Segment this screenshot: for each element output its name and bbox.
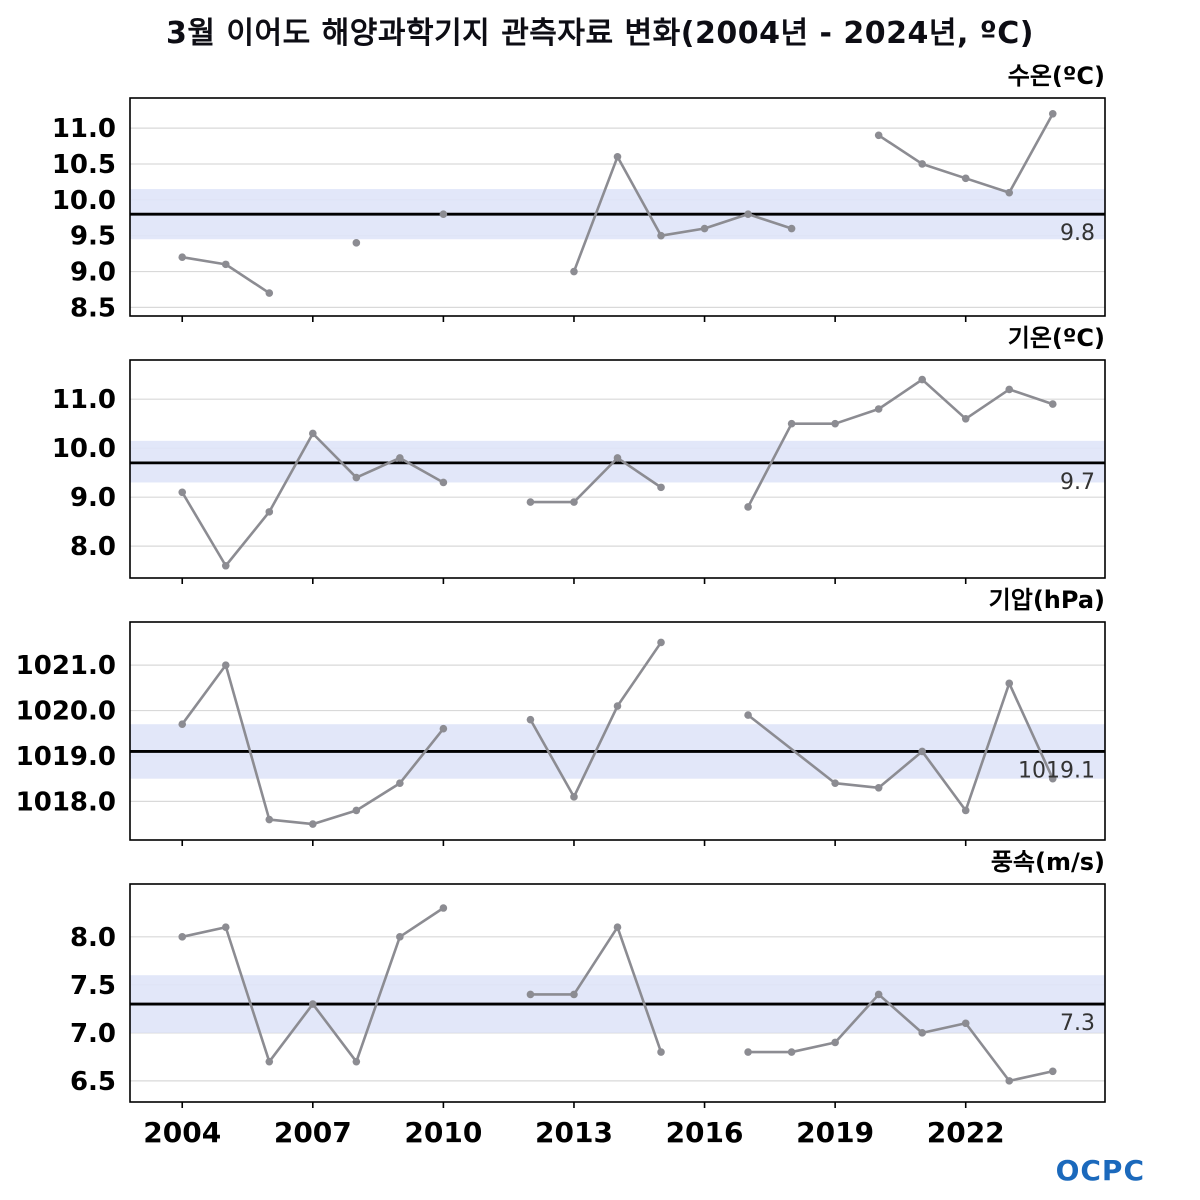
- svg-text:10.5: 10.5: [52, 150, 116, 180]
- panel-air-temp: 기온(ºC) 8.0 9.0 10.0 11.0 9.7: [0, 322, 1200, 584]
- svg-text:2010: 2010: [404, 1116, 482, 1149]
- panel-title-wind-speed: 풍속(m/s): [990, 848, 1105, 876]
- svg-text:9.0: 9.0: [70, 258, 116, 288]
- svg-text:2022: 2022: [927, 1116, 1005, 1149]
- panel-title-water-temp: 수온(ºC): [1007, 62, 1105, 90]
- svg-text:2019: 2019: [796, 1116, 874, 1149]
- svg-text:1021.0: 1021.0: [16, 651, 116, 681]
- ocpc-logo: OCPC: [1055, 1154, 1145, 1187]
- panel-title-pressure: 기압(hPa): [988, 586, 1105, 614]
- svg-text:11.0: 11.0: [52, 114, 116, 144]
- page-title: 3월 이어도 해양과학기지 관측자료 변화(2004년 - 2024년, ºC): [166, 16, 1034, 51]
- svg-text:7.5: 7.5: [70, 971, 116, 1001]
- svg-text:10.0: 10.0: [52, 434, 116, 464]
- svg-text:1018.0: 1018.0: [16, 787, 116, 817]
- svg-text:7.0: 7.0: [70, 1019, 116, 1049]
- svg-text:8.5: 8.5: [70, 293, 116, 322]
- svg-text:2007: 2007: [274, 1116, 352, 1149]
- svg-text:7.3: 7.3: [1060, 1011, 1095, 1036]
- air-temp-plot: 8.0 9.0 10.0 11.0 9.7: [52, 359, 1106, 584]
- panel-water-temp: 수온(ºC) 8.5 9.0 9.5 10.0 10.5 11.0 9.8: [0, 60, 1200, 322]
- panel-title-air-temp: 기온(ºC): [1007, 324, 1105, 352]
- svg-text:2016: 2016: [666, 1116, 744, 1149]
- svg-text:9.8: 9.8: [1060, 221, 1095, 246]
- water-temp-plot: 8.5 9.0 9.5 10.0 10.5 11.0 9.8: [52, 97, 1106, 322]
- x-axis-labels: 2004 2007 2010 2013 2016 2019 2022: [143, 1116, 1005, 1149]
- pressure-plot: 1018.0 1019.0 1020.0 1021.0 1019.1: [16, 621, 1106, 846]
- svg-text:2004: 2004: [143, 1116, 221, 1149]
- svg-text:1019.1: 1019.1: [1018, 758, 1095, 783]
- wind-speed-plot: 6.5 7.0 7.5 8.0 7.3: [70, 883, 1106, 1108]
- svg-text:9.0: 9.0: [70, 483, 116, 513]
- svg-text:9.7: 9.7: [1060, 470, 1095, 495]
- panel-pressure: 기압(hPa) 1018.0 1019.0 1020.0 1021.0 1019.1: [0, 584, 1200, 846]
- panel-wind-speed: 풍속(m/s) 6.5 7.0 7.5 8.0 7.3: [0, 846, 1200, 1108]
- svg-text:6.5: 6.5: [70, 1067, 116, 1097]
- svg-text:1019.0: 1019.0: [16, 742, 116, 772]
- svg-text:10.0: 10.0: [52, 186, 116, 216]
- svg-text:2013: 2013: [535, 1116, 613, 1149]
- svg-text:9.5: 9.5: [70, 222, 116, 252]
- svg-text:8.0: 8.0: [70, 923, 116, 953]
- svg-text:11.0: 11.0: [52, 385, 116, 415]
- svg-text:1020.0: 1020.0: [16, 697, 116, 727]
- svg-text:8.0: 8.0: [70, 532, 116, 562]
